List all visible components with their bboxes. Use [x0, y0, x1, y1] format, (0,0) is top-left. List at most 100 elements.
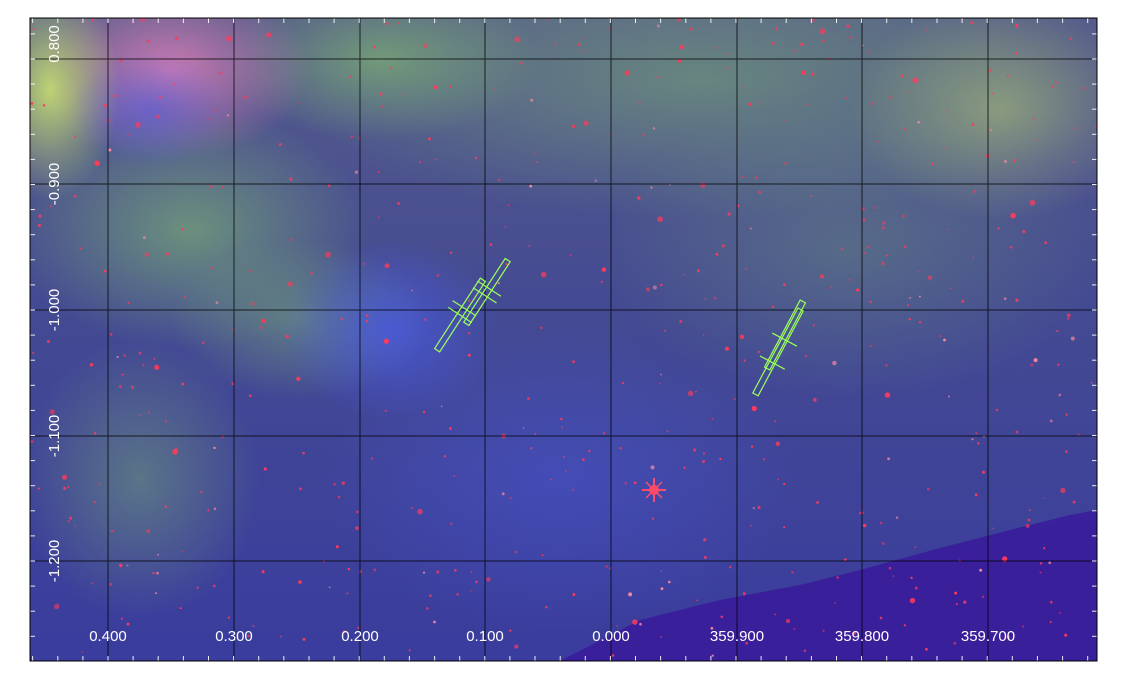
star — [298, 580, 302, 584]
star — [123, 354, 126, 357]
star — [628, 592, 633, 597]
star — [793, 628, 796, 630]
star — [419, 161, 422, 164]
star — [118, 563, 123, 568]
star — [226, 114, 230, 117]
region-marker-right-b[interactable] — [763, 299, 807, 371]
star — [605, 565, 608, 568]
star — [871, 102, 874, 105]
star — [545, 605, 548, 609]
star — [121, 617, 123, 620]
star — [181, 227, 184, 231]
star — [436, 570, 440, 574]
star — [285, 334, 289, 339]
star — [1015, 430, 1019, 434]
star — [467, 332, 470, 335]
star — [763, 458, 766, 461]
star — [739, 334, 745, 340]
coverage-edge — [560, 510, 1097, 661]
star — [912, 77, 919, 84]
star — [638, 101, 641, 104]
star — [811, 19, 815, 22]
star — [489, 243, 493, 246]
star — [711, 654, 714, 657]
star — [1022, 230, 1026, 234]
region-marker-right-a[interactable] — [743, 303, 813, 401]
star — [811, 72, 815, 76]
star — [127, 302, 130, 304]
star — [676, 18, 681, 22]
star — [63, 486, 67, 490]
region-marker-left-b[interactable] — [455, 253, 520, 332]
star — [157, 553, 160, 556]
star — [1070, 336, 1075, 341]
star — [514, 550, 517, 554]
star — [337, 495, 341, 499]
star — [213, 446, 216, 450]
star — [879, 616, 883, 620]
star — [974, 493, 978, 497]
star — [800, 42, 804, 46]
region-marker-left-a[interactable] — [425, 272, 494, 358]
star — [803, 649, 807, 653]
star — [710, 626, 714, 630]
y-tick-label: -1.100 — [46, 415, 63, 458]
star — [900, 74, 904, 78]
star — [917, 120, 920, 124]
star — [81, 650, 84, 653]
star — [1042, 496, 1045, 499]
star — [703, 538, 707, 542]
star — [350, 135, 354, 139]
star — [354, 526, 360, 531]
star — [948, 395, 950, 398]
y-tick-label: -0.900 — [46, 163, 63, 206]
tick-marks — [30, 18, 1097, 661]
star — [509, 629, 512, 632]
star — [581, 458, 585, 461]
star — [917, 270, 920, 273]
star — [650, 465, 655, 470]
star — [212, 584, 216, 588]
star — [1067, 317, 1070, 320]
star — [624, 481, 628, 485]
star — [468, 299, 471, 302]
star — [949, 287, 952, 290]
star — [196, 586, 199, 589]
star — [619, 446, 622, 450]
star — [541, 554, 544, 557]
star — [152, 572, 155, 575]
star — [1094, 124, 1097, 128]
star — [1025, 523, 1030, 528]
star — [954, 591, 958, 595]
star — [108, 148, 112, 152]
star — [1070, 37, 1073, 40]
star — [116, 355, 119, 359]
star — [943, 338, 946, 342]
star — [417, 508, 423, 515]
star — [666, 430, 669, 433]
star — [365, 314, 369, 317]
star — [138, 351, 142, 355]
star — [522, 426, 525, 429]
star — [1010, 212, 1016, 219]
star — [377, 171, 380, 173]
star — [903, 245, 907, 248]
star — [577, 43, 581, 47]
star — [103, 104, 107, 108]
star — [844, 558, 847, 562]
star — [784, 162, 787, 165]
star — [429, 594, 432, 598]
star — [611, 654, 615, 657]
star — [449, 522, 453, 525]
star — [997, 227, 1000, 230]
star — [183, 296, 186, 299]
star — [918, 321, 922, 324]
star — [147, 411, 151, 414]
star — [51, 290, 54, 293]
star — [719, 457, 722, 461]
star — [501, 492, 505, 496]
star — [689, 27, 693, 31]
region-markers[interactable] — [425, 253, 813, 401]
star — [142, 363, 145, 367]
